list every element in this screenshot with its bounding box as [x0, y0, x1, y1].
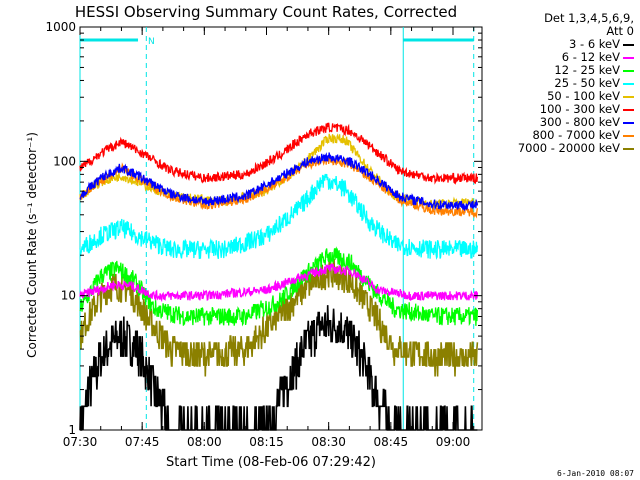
y-axis-label: Corrected Count Rate (s⁻¹ detector⁻¹) [25, 132, 39, 358]
legend-label: 50 - 100 keV [547, 89, 620, 103]
series-line-3 [79, 173, 479, 260]
legend-swatch [623, 43, 634, 46]
x-tick-label: 07:45 [125, 435, 160, 449]
legend-swatch [623, 82, 634, 85]
legend-item: 300 - 800 keV [488, 116, 634, 129]
legend-label: 100 - 300 keV [539, 102, 620, 116]
series-group [79, 122, 479, 431]
x-tick-label: 08:00 [187, 435, 222, 449]
series-line-5 [79, 122, 479, 186]
y-tick-label: 1000 [45, 20, 76, 34]
legend-swatch [623, 147, 634, 150]
legend-item: 50 - 100 keV [488, 90, 634, 103]
legend: Det 1,3,4,5,6,9, Att 0 3 - 6 keV 6 - 12 k… [488, 12, 634, 155]
series-line-0 [79, 305, 478, 431]
legend-header-detectors: Det 1,3,4,5,6,9, [544, 11, 634, 25]
legend-label: 7000 - 20000 keV [517, 141, 620, 155]
series-line-1 [79, 263, 479, 303]
y-tick-label: 100 [53, 154, 76, 168]
legend-label: 300 - 800 keV [539, 115, 620, 129]
legend-item: 12 - 25 keV [488, 64, 634, 77]
y-tick-label: 10 [61, 289, 76, 303]
x-tick-label: 08:45 [374, 435, 409, 449]
legend-swatch [623, 56, 634, 59]
legend-label: 12 - 25 keV [554, 63, 620, 77]
x-tick-label: 08:30 [311, 435, 346, 449]
legend-item: 6 - 12 keV [488, 51, 634, 64]
legend-item: 25 - 50 keV [488, 77, 634, 90]
legend-swatch [623, 95, 634, 98]
series-line-8 [79, 258, 479, 377]
legend-swatch [623, 121, 634, 124]
legend-item: 800 - 7000 keV [488, 129, 634, 142]
axes: 07:30 07:45 08:00 08:15 08:30 08:45 09:00 1 10 10… [45, 20, 482, 449]
legend-swatch [623, 134, 634, 137]
y-tick-label: 1 [68, 423, 76, 437]
legend-item: 3 - 6 keV [488, 38, 634, 51]
x-axis-label: Start Time (08-Feb-06 07:29:42) [166, 455, 376, 470]
series-line-4 [79, 133, 479, 210]
legend-label: 800 - 7000 keV [532, 128, 620, 142]
x-tick-label: 07:30 [63, 435, 98, 449]
series-line-7 [79, 154, 479, 219]
event-markers: N [79, 27, 475, 430]
legend-item: 7000 - 20000 keV [488, 142, 634, 155]
legend-swatch [623, 108, 634, 111]
legend-label: 25 - 50 keV [554, 76, 620, 90]
chart-title: HESSI Observing Summary Count Rates, Cor… [75, 3, 457, 21]
legend-label: 6 - 12 keV [561, 50, 620, 64]
footer-timestamp: 6-Jan-2010 08:07 [556, 469, 634, 478]
event-bar-label-0: N [148, 37, 155, 47]
legend-swatch [623, 69, 634, 72]
legend-label: 3 - 6 keV [569, 37, 620, 51]
legend-item: 100 - 300 keV [488, 103, 634, 116]
legend-header-attenuator: Att 0 [606, 24, 634, 38]
x-tick-label: 09:00 [436, 435, 471, 449]
x-tick-label: 08:15 [249, 435, 284, 449]
series-line-6 [79, 152, 479, 212]
